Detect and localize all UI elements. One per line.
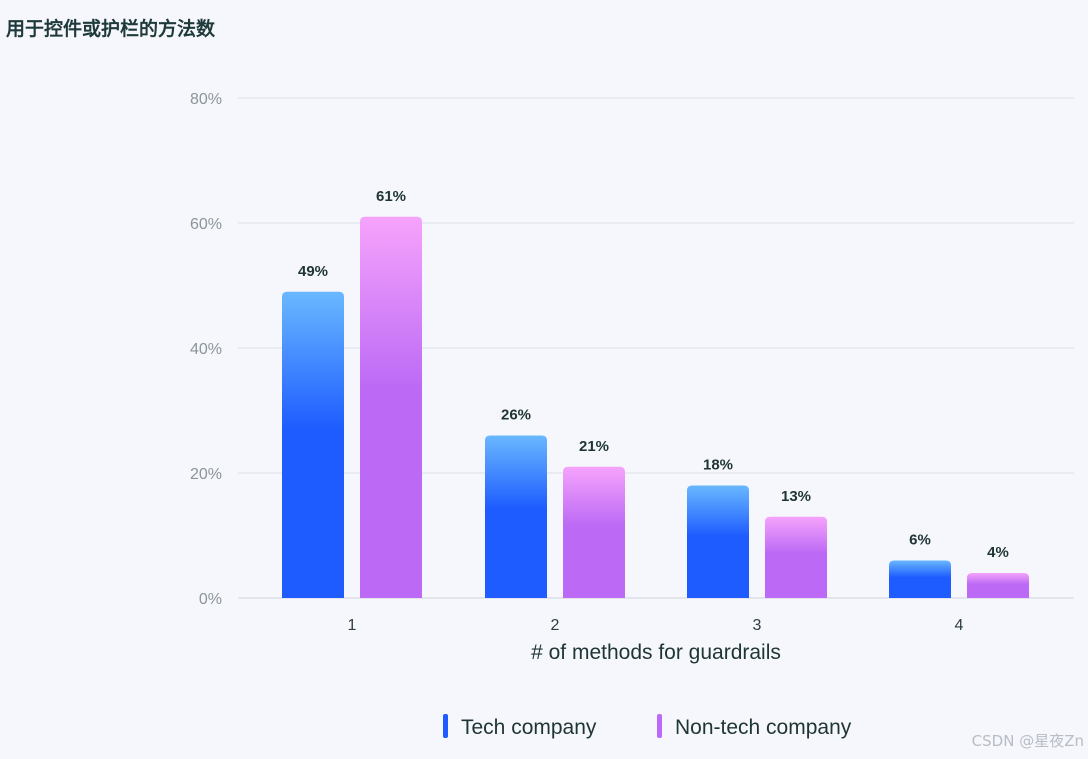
x-tick-label: 2	[551, 617, 560, 634]
bar-tech-3	[687, 485, 749, 598]
data-label: 49%	[298, 263, 328, 280]
y-tick-label: 80%	[190, 91, 222, 108]
y-tick-label: 40%	[190, 341, 222, 358]
x-tick-label: 4	[955, 617, 964, 634]
watermark: CSDN @星夜Zn	[971, 732, 1084, 750]
data-label: 13%	[781, 488, 811, 505]
legend-swatch	[443, 714, 448, 738]
data-label: 26%	[501, 407, 531, 424]
data-label: 4%	[987, 544, 1009, 561]
bar-tech-4	[889, 560, 951, 598]
value-labels: 49% 61% 26% 21% 18% 13% 6% 4%	[298, 188, 1009, 561]
legend: Tech company Non-tech company	[443, 714, 852, 739]
y-tick-label: 20%	[190, 466, 222, 483]
data-label: 21%	[579, 438, 609, 455]
bar-tech-1	[282, 291, 344, 598]
bars	[282, 216, 1029, 598]
legend-label: Tech company	[461, 716, 597, 739]
data-label: 18%	[703, 457, 733, 474]
y-axis-ticks: 0% 20% 40% 60% 80%	[190, 91, 222, 608]
x-axis-ticks: 1 2 3 4	[348, 617, 964, 634]
legend-label: Non-tech company	[675, 716, 852, 739]
y-tick-label: 60%	[190, 216, 222, 233]
y-tick-label: 0%	[199, 591, 222, 608]
x-tick-label: 1	[348, 617, 357, 634]
x-tick-label: 3	[753, 617, 762, 634]
data-label: 6%	[909, 532, 931, 549]
legend-swatch	[657, 714, 662, 738]
bar-non-tech-4	[967, 573, 1029, 598]
bar-non-tech-2	[563, 466, 625, 598]
bar-tech-2	[485, 435, 547, 598]
bar-non-tech-1	[360, 216, 422, 598]
page-title: 用于控件或护栏的方法数	[6, 18, 216, 40]
x-axis-title: # of methods for guardrails	[531, 641, 781, 664]
data-label: 61%	[376, 188, 406, 205]
bar-non-tech-3	[765, 516, 827, 598]
